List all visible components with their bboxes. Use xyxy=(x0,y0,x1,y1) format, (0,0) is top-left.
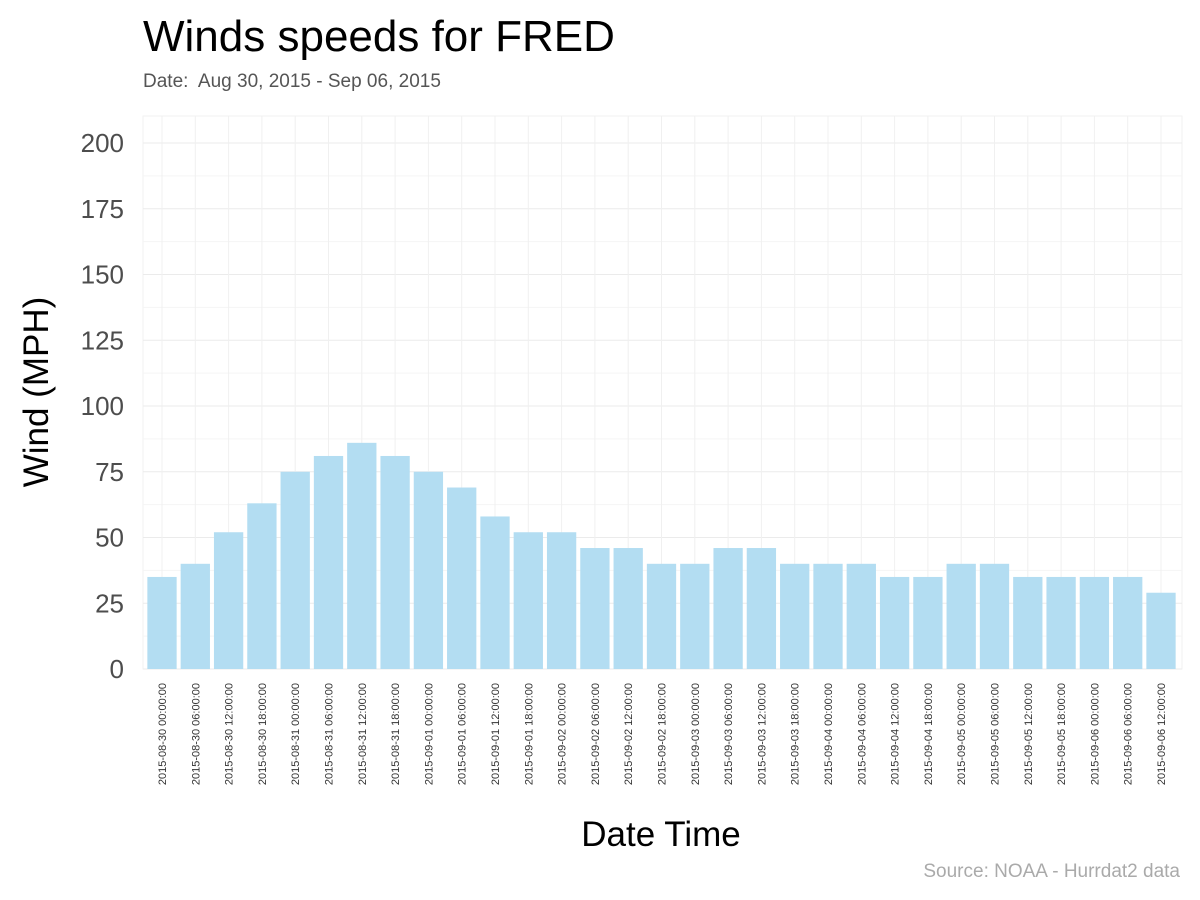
y-axis-ticks: 0 25 50 75 100 125 150 175 200 xyxy=(81,128,124,684)
x-tick-label: 2015-09-03 06:00:00 xyxy=(723,683,735,785)
y-tick-label: 25 xyxy=(95,588,124,618)
bar xyxy=(580,548,610,669)
bar xyxy=(680,563,710,669)
bar xyxy=(213,532,244,669)
y-tick-label: 75 xyxy=(95,457,124,487)
x-tick-label: 2015-09-01 00:00:00 xyxy=(423,683,435,785)
bar xyxy=(946,563,976,669)
y-tick-label: 100 xyxy=(81,391,124,421)
bar xyxy=(313,455,344,669)
x-tick-label: 2015-09-01 12:00:00 xyxy=(490,683,502,785)
bar xyxy=(380,455,410,669)
bar xyxy=(879,576,910,669)
x-tick-label: 2015-09-05 00:00:00 xyxy=(956,683,968,785)
bar xyxy=(1013,576,1043,669)
bar xyxy=(480,516,510,669)
bars xyxy=(147,442,1176,669)
bar xyxy=(513,532,543,669)
x-tick-label: 2015-09-03 00:00:00 xyxy=(690,683,702,785)
x-tick-label: 2015-09-02 06:00:00 xyxy=(590,683,602,785)
y-tick-label: 0 xyxy=(110,654,124,684)
bar xyxy=(447,487,477,669)
x-tick-label: 2015-09-02 00:00:00 xyxy=(557,683,569,785)
source-note: Source: NOAA - Hurrdat2 data xyxy=(923,861,1180,882)
bar xyxy=(413,471,444,669)
bar xyxy=(846,563,876,669)
bar xyxy=(347,442,377,669)
bar xyxy=(180,563,210,669)
y-tick-label: 150 xyxy=(81,260,124,290)
x-tick-label: 2015-09-02 18:00:00 xyxy=(657,683,669,785)
x-tick-label: 2015-08-30 06:00:00 xyxy=(190,683,202,785)
bar xyxy=(546,532,577,669)
x-tick-label: 2015-08-31 06:00:00 xyxy=(324,683,336,785)
bar xyxy=(280,471,310,669)
chart-title: Winds speeds for FRED xyxy=(143,12,615,61)
y-axis-title: Wind (MPH) xyxy=(17,297,56,488)
x-tick-label: 2015-08-31 12:00:00 xyxy=(357,683,369,785)
x-tick-label: 2015-08-30 18:00:00 xyxy=(257,683,269,785)
x-tick-label: 2015-09-06 00:00:00 xyxy=(1089,683,1101,785)
y-tick-label: 175 xyxy=(81,194,124,224)
y-tick-label: 125 xyxy=(81,325,124,355)
bar xyxy=(1146,592,1176,669)
x-tick-label: 2015-09-04 06:00:00 xyxy=(856,683,868,785)
x-tick-label: 2015-09-03 12:00:00 xyxy=(756,683,768,785)
bar xyxy=(247,503,277,669)
chart-subtitle: Date: Aug 30, 2015 - Sep 06, 2015 xyxy=(143,71,441,92)
bar xyxy=(147,576,177,669)
x-tick-label: 2015-09-06 06:00:00 xyxy=(1123,683,1135,785)
x-tick-label: 2015-09-01 18:00:00 xyxy=(523,683,535,785)
x-axis-ticks: 2015-08-30 00:00:00 2015-08-30 06:00:00 20… xyxy=(157,683,1168,785)
x-tick-label: 2015-09-05 06:00:00 xyxy=(990,683,1002,785)
bar xyxy=(646,563,677,669)
y-tick-label: 200 xyxy=(81,128,124,158)
x-tick-label: 2015-09-05 18:00:00 xyxy=(1056,683,1068,785)
x-tick-label: 2015-09-04 12:00:00 xyxy=(890,683,902,785)
bar xyxy=(780,563,810,669)
bar xyxy=(746,548,777,669)
y-tick-label: 50 xyxy=(95,523,124,553)
x-tick-label: 2015-08-30 12:00:00 xyxy=(224,683,236,785)
bar xyxy=(1046,576,1076,669)
x-tick-label: 2015-08-31 00:00:00 xyxy=(290,683,302,785)
x-tick-label: 2015-09-03 18:00:00 xyxy=(790,683,802,785)
x-tick-label: 2015-09-05 12:00:00 xyxy=(1023,683,1035,785)
bar xyxy=(913,576,943,669)
bar xyxy=(1079,576,1110,669)
bar xyxy=(813,563,843,669)
bar xyxy=(613,548,643,669)
x-tick-label: 2015-09-04 00:00:00 xyxy=(823,683,835,785)
x-tick-label: 2015-08-30 00:00:00 xyxy=(157,683,169,785)
bar xyxy=(979,563,1010,669)
bar xyxy=(713,548,743,669)
bar xyxy=(1113,576,1143,669)
x-tick-label: 2015-08-31 18:00:00 xyxy=(390,683,402,785)
x-tick-label: 2015-09-06 12:00:00 xyxy=(1156,683,1168,785)
x-tick-label: 2015-09-04 18:00:00 xyxy=(923,683,935,785)
x-tick-label: 2015-09-02 12:00:00 xyxy=(623,683,635,785)
x-tick-label: 2015-09-01 06:00:00 xyxy=(457,683,469,785)
x-axis-title: Date Time xyxy=(581,815,741,854)
